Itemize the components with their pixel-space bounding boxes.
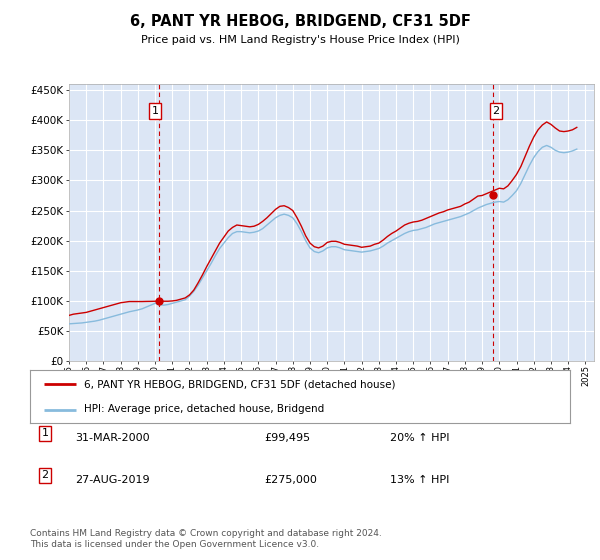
Text: 2: 2 — [41, 470, 49, 480]
Text: Price paid vs. HM Land Registry's House Price Index (HPI): Price paid vs. HM Land Registry's House … — [140, 35, 460, 45]
Text: 1: 1 — [152, 106, 158, 116]
Text: £275,000: £275,000 — [264, 475, 317, 485]
Text: Contains HM Land Registry data © Crown copyright and database right 2024.
This d: Contains HM Land Registry data © Crown c… — [30, 529, 382, 549]
Text: £99,495: £99,495 — [264, 433, 310, 443]
Text: 13% ↑ HPI: 13% ↑ HPI — [390, 475, 449, 485]
Text: 6, PANT YR HEBOG, BRIDGEND, CF31 5DF: 6, PANT YR HEBOG, BRIDGEND, CF31 5DF — [130, 14, 470, 29]
Text: 27-AUG-2019: 27-AUG-2019 — [75, 475, 149, 485]
Text: 6, PANT YR HEBOG, BRIDGEND, CF31 5DF (detached house): 6, PANT YR HEBOG, BRIDGEND, CF31 5DF (de… — [84, 380, 395, 390]
Text: 1: 1 — [41, 428, 49, 438]
Text: 31-MAR-2000: 31-MAR-2000 — [75, 433, 149, 443]
Text: 2: 2 — [493, 106, 499, 116]
Text: HPI: Average price, detached house, Bridgend: HPI: Average price, detached house, Brid… — [84, 404, 324, 414]
Text: 20% ↑ HPI: 20% ↑ HPI — [390, 433, 449, 443]
